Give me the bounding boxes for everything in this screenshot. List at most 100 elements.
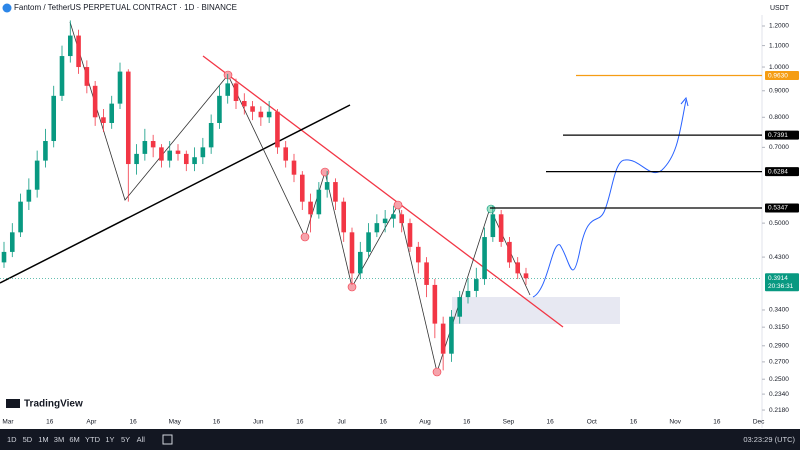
pivot-markers bbox=[223, 70, 442, 377]
range-button[interactable]: YTD bbox=[85, 435, 101, 444]
y-tick-label: 0.2900 bbox=[769, 343, 789, 350]
logo-mark bbox=[6, 399, 20, 408]
range-button[interactable]: 5Y bbox=[121, 435, 130, 444]
level-badge bbox=[765, 130, 799, 140]
level-label: 0.7391 bbox=[768, 132, 788, 139]
range-button[interactable]: 1Y bbox=[105, 435, 114, 444]
y-tick-label: 0.5000 bbox=[769, 220, 789, 227]
range-button[interactable]: 1D bbox=[7, 435, 17, 444]
y-tick-label: 0.2180 bbox=[769, 407, 789, 414]
y-tick-label: 0.7000 bbox=[769, 144, 789, 151]
candle-body bbox=[357, 251, 363, 274]
candle-body bbox=[159, 147, 164, 161]
x-tick-label: 16 bbox=[713, 419, 721, 426]
symbol-title: Fantom / TetherUS PERPETUAL CONTRACT · 1… bbox=[14, 3, 237, 12]
y-tick-label: 1.2000 bbox=[769, 23, 789, 30]
range-button[interactable]: All bbox=[137, 435, 146, 444]
candle-body bbox=[299, 174, 305, 202]
x-tick-label: Sep bbox=[503, 419, 515, 426]
candle-body bbox=[225, 83, 231, 96]
candle-body bbox=[407, 223, 413, 247]
candle-body bbox=[67, 35, 73, 57]
candle-body bbox=[109, 103, 115, 123]
y-tick-label: 1.0000 bbox=[769, 64, 789, 71]
x-tick-label: 16 bbox=[296, 419, 304, 426]
x-tick-label: Nov bbox=[669, 419, 681, 426]
x-tick-label: Apr bbox=[86, 419, 97, 426]
projection-path bbox=[532, 99, 687, 298]
candle-body bbox=[498, 214, 504, 242]
candle-body bbox=[308, 201, 313, 215]
candle-body bbox=[440, 323, 446, 354]
candle-body bbox=[134, 153, 139, 165]
candle-body bbox=[399, 214, 405, 224]
candle-body bbox=[449, 316, 454, 354]
symbol-icon bbox=[2, 3, 12, 13]
candle-body bbox=[84, 67, 90, 86]
x-tick-label: 16 bbox=[463, 419, 471, 426]
candle-body bbox=[43, 141, 48, 161]
candle-body bbox=[233, 83, 239, 102]
candle-body bbox=[241, 101, 247, 107]
range-button[interactable]: 1M bbox=[38, 435, 48, 444]
candle-body bbox=[59, 56, 65, 96]
candle-body bbox=[101, 117, 106, 123]
candle-body bbox=[9, 232, 15, 252]
candle-body bbox=[125, 71, 131, 165]
y-tick-label: 0.9000 bbox=[769, 87, 789, 94]
demand-zone bbox=[452, 297, 620, 324]
candle-body bbox=[490, 214, 496, 238]
level-badge bbox=[765, 167, 799, 177]
y-tick-label: 0.8000 bbox=[769, 114, 789, 121]
x-tick-label: 16 bbox=[380, 419, 388, 426]
currency[interactable]: USDT bbox=[770, 5, 790, 12]
countdown-label: 20:36:31 bbox=[768, 283, 794, 290]
candle-body bbox=[51, 95, 57, 142]
x-tick-label: 16 bbox=[630, 419, 638, 426]
toolbar bbox=[0, 429, 800, 450]
candle-body bbox=[150, 141, 156, 148]
candle-body bbox=[208, 122, 214, 148]
range-button[interactable]: 3M bbox=[54, 435, 64, 444]
descending-trendline bbox=[202, 55, 564, 328]
projection-arrow bbox=[680, 96, 689, 107]
x-tick-label: 16 bbox=[129, 419, 137, 426]
x-tick-label: Oct bbox=[587, 419, 597, 426]
pivot-marker-green bbox=[486, 204, 496, 214]
y-tick-label: 0.3400 bbox=[769, 307, 789, 314]
candle-body bbox=[415, 246, 421, 263]
zigzag bbox=[69, 21, 531, 374]
x-tick-label: Aug bbox=[419, 419, 431, 426]
candle-body bbox=[523, 273, 529, 279]
candle-body bbox=[465, 290, 471, 298]
last-price-label: 0.3914 bbox=[768, 275, 788, 282]
candle-body bbox=[1, 251, 7, 263]
candle-body bbox=[200, 147, 206, 158]
level-badge bbox=[765, 71, 799, 81]
x-tick-label: 16 bbox=[213, 419, 221, 426]
x-tick-label: Mar bbox=[2, 419, 14, 426]
x-tick-label: 16 bbox=[546, 419, 554, 426]
candle-body bbox=[333, 182, 338, 202]
candle-body bbox=[291, 160, 297, 175]
candle-body bbox=[374, 223, 380, 233]
candle-body bbox=[192, 157, 197, 165]
candle-body bbox=[266, 111, 272, 118]
candle-body bbox=[250, 106, 255, 112]
candle-body bbox=[432, 284, 438, 324]
y-tick-label: 0.4300 bbox=[769, 254, 789, 261]
candle-body bbox=[92, 85, 98, 118]
x-tick-label: 16 bbox=[46, 419, 54, 426]
y-tick-label: 1.1000 bbox=[769, 42, 789, 49]
range-button[interactable]: 6M bbox=[69, 435, 79, 444]
range-button[interactable]: 5D bbox=[23, 435, 33, 444]
level-label: 0.9630 bbox=[768, 72, 788, 79]
ascending-trendline bbox=[0, 104, 351, 284]
y-tick-label: 0.2340 bbox=[769, 391, 789, 398]
candle-body bbox=[18, 201, 23, 233]
candle-body bbox=[142, 141, 148, 154]
calendar-icon[interactable] bbox=[162, 434, 173, 445]
level-badge bbox=[765, 203, 799, 213]
